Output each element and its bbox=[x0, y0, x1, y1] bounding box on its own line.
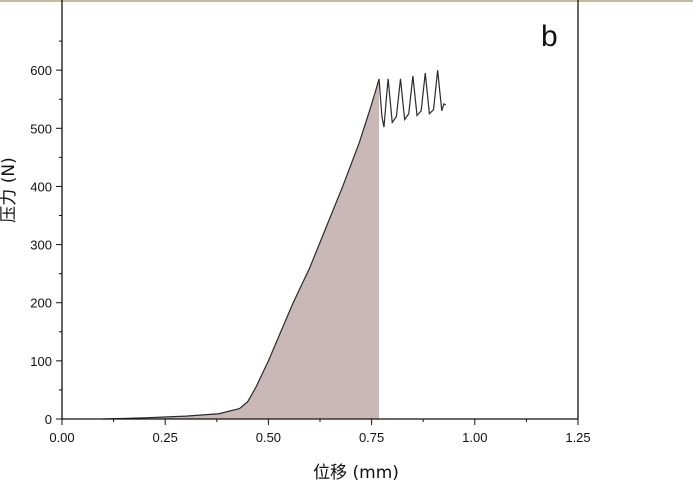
panel-label: b bbox=[541, 20, 558, 53]
plot-area bbox=[103, 70, 447, 420]
y-tick-label: 100 bbox=[30, 354, 52, 369]
y-axis-title: 压力 (N) bbox=[0, 157, 19, 222]
x-tick-label: 0.25 bbox=[153, 430, 178, 445]
x-tick-label: 0.00 bbox=[49, 430, 74, 445]
y-tick-label: 400 bbox=[30, 179, 52, 194]
series-line bbox=[103, 70, 447, 420]
x-tick-label: 1.00 bbox=[462, 430, 487, 445]
x-tick-label: 0.75 bbox=[359, 430, 384, 445]
x-tick-label: 1.25 bbox=[565, 430, 590, 445]
y-tick-label: 0 bbox=[45, 412, 52, 427]
shaded-area bbox=[103, 78, 380, 419]
y-tick-label: 300 bbox=[30, 238, 52, 253]
y-tick-label: 600 bbox=[30, 63, 52, 78]
axes: 0.00 0.25 0.50 0.75 1.00 1.25 0 100 200 300 400 500… bbox=[30, 0, 591, 445]
y-tick-label: 200 bbox=[30, 296, 52, 311]
x-tick-label: 0.50 bbox=[256, 430, 281, 445]
x-axis-title: 位移 (mm) bbox=[313, 463, 399, 483]
y-tick-label: 500 bbox=[30, 121, 52, 136]
